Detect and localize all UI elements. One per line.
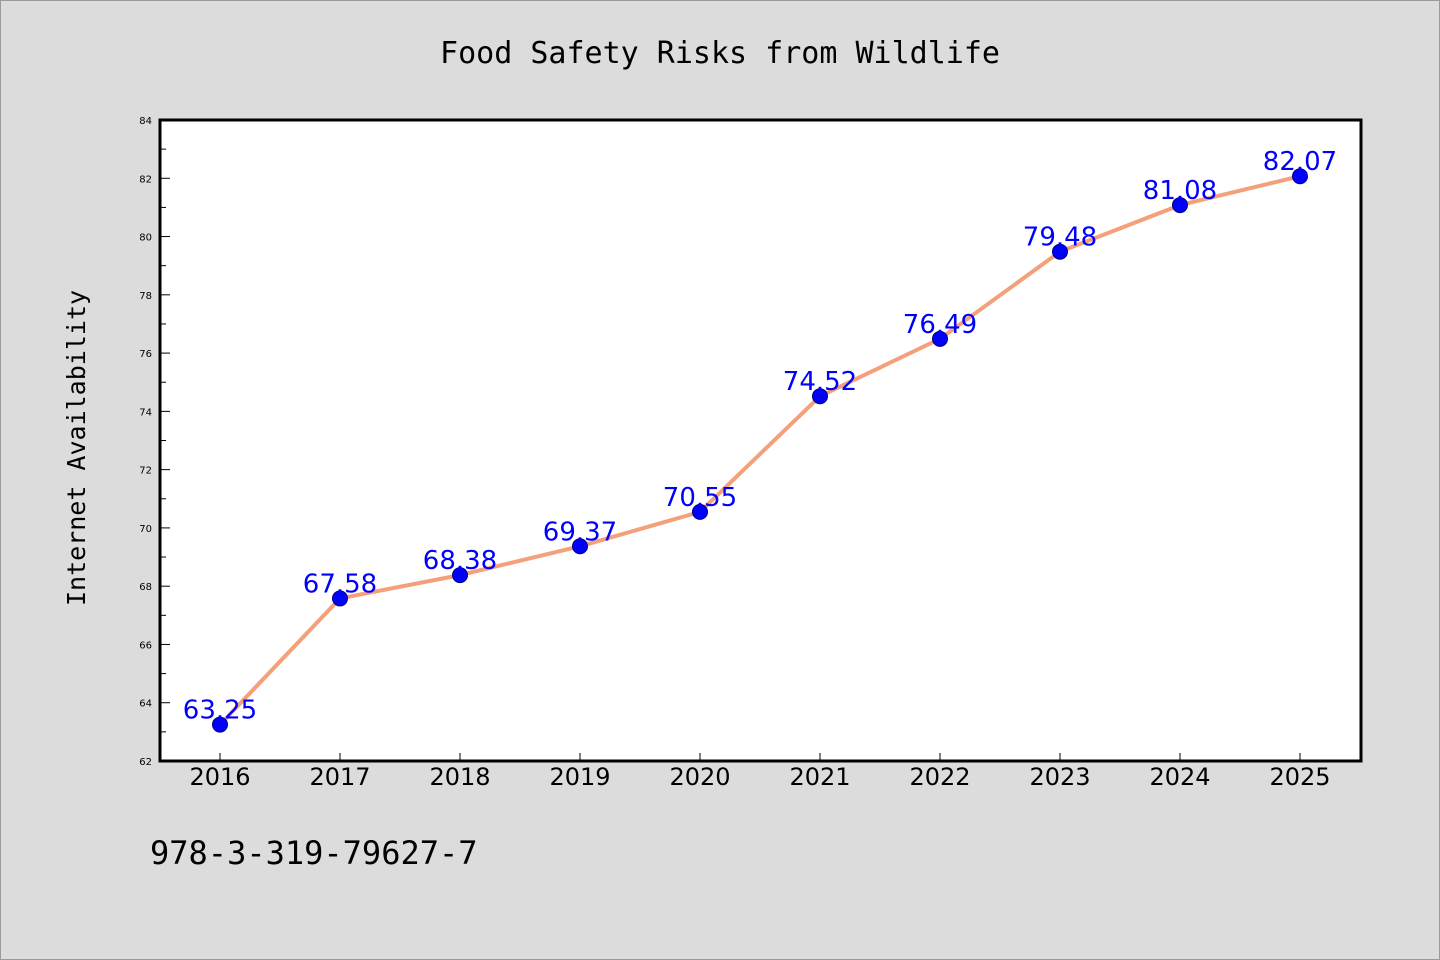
data-point (692, 503, 708, 520)
data-point (812, 388, 828, 405)
y-tick-label: 78 (139, 291, 152, 302)
x-axis-ticks: 2016 2017 2018 2019 2020 2021 2022 2023 2024 2025 (189, 753, 1331, 791)
data-point (452, 567, 468, 584)
x-tick-label: 2019 (549, 763, 610, 791)
x-tick-label: 2022 (909, 763, 970, 791)
data-label: 74.52 (783, 367, 857, 397)
isbn-annotation: 978-3-319-79627-7 (150, 834, 478, 872)
data-label-layer: 63.25 67.58 68.38 69.37 70.55 74.52 76.49 79.48… (183, 147, 1337, 725)
y-tick-label: 74 (139, 407, 152, 418)
x-tick-label: 2016 (189, 763, 250, 791)
data-point (572, 538, 588, 555)
y-tick-label: 84 (139, 116, 152, 127)
y-tick-label: 66 (139, 640, 152, 651)
data-point (1052, 243, 1068, 260)
data-point (332, 590, 348, 607)
data-label: 82.07 (1263, 147, 1337, 177)
data-point (932, 330, 948, 347)
y-tick-label: 70 (139, 524, 152, 535)
x-tick-label: 2020 (669, 763, 730, 791)
x-tick-label: 2023 (1029, 763, 1090, 791)
y-axis-ticks: 62 64 66 68 70 72 74 76 78 80 82 84 (139, 116, 170, 768)
data-label: 69.37 (543, 517, 617, 547)
data-label: 63.25 (183, 696, 257, 726)
y-tick-label: 82 (139, 174, 152, 185)
y-tick-label: 68 (139, 582, 152, 593)
y-tick-label: 62 (139, 757, 152, 768)
x-tick-label: 2021 (789, 763, 850, 791)
data-point (212, 716, 228, 733)
y-tick-label: 72 (139, 466, 152, 477)
x-tick-label: 2018 (429, 763, 490, 791)
x-tick-label: 2025 (1269, 763, 1330, 791)
y-tick-label: 76 (139, 349, 152, 360)
series-layer (212, 168, 1308, 733)
plot-area (158, 118, 1363, 763)
x-tick-label: 2024 (1149, 763, 1210, 791)
chart-title: Food Safety Risks from Wildlife (440, 36, 1000, 71)
data-label: 81.08 (1143, 176, 1217, 206)
y-axis-label: Internet Availability (62, 290, 91, 606)
data-label: 76.49 (903, 310, 977, 340)
data-label: 70.55 (663, 483, 737, 513)
x-tick-label: 2017 (309, 763, 370, 791)
data-label: 67.58 (303, 569, 377, 599)
data-point (1172, 197, 1188, 214)
data-label: 79.48 (1023, 223, 1097, 253)
data-point (1292, 168, 1308, 185)
series-line (218, 174, 1302, 727)
y-tick-label: 64 (139, 699, 152, 710)
y-tick-label: 80 (139, 233, 152, 244)
data-label: 68.38 (423, 546, 497, 576)
